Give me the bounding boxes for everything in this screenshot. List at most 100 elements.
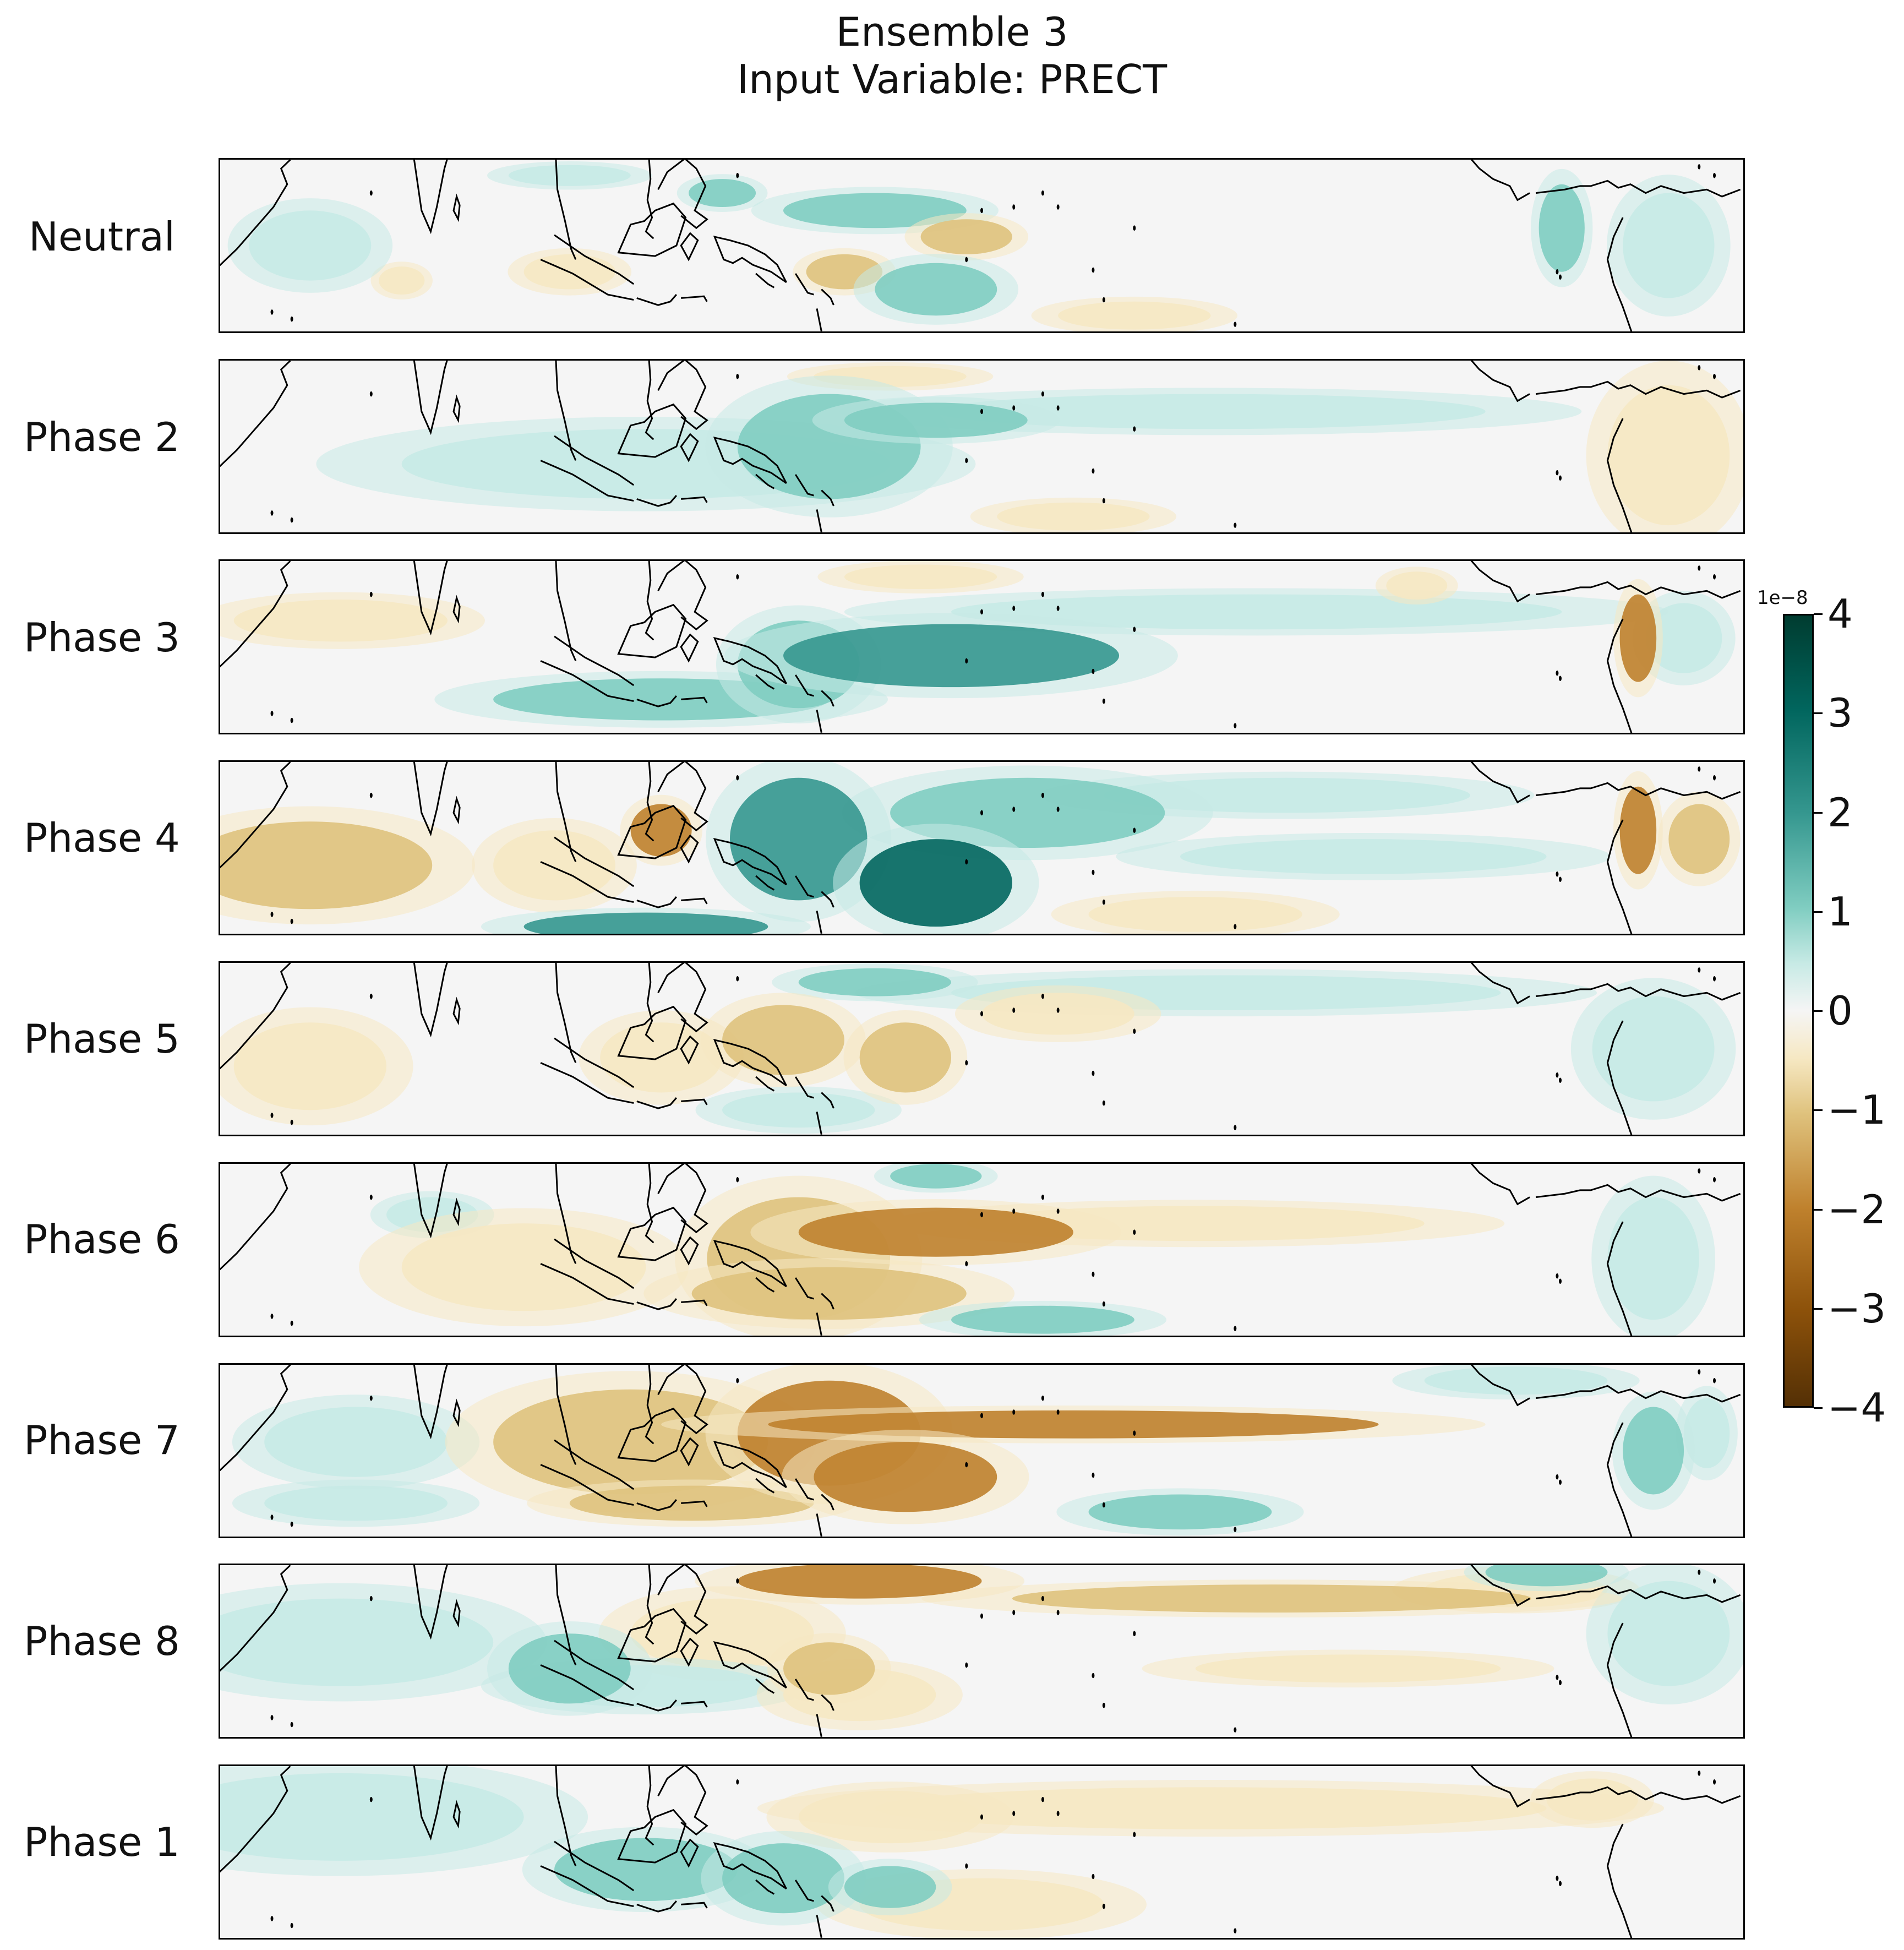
coastline — [554, 1641, 634, 1690]
island — [1056, 807, 1060, 812]
coastline — [681, 233, 698, 260]
coastline — [817, 1513, 821, 1536]
island — [965, 257, 968, 263]
island — [1558, 1479, 1562, 1485]
island — [290, 1320, 293, 1326]
positive-anomaly — [1180, 839, 1547, 874]
island — [1012, 1610, 1016, 1615]
island — [1012, 1007, 1016, 1013]
island — [1041, 391, 1044, 397]
positive-anomaly — [844, 402, 1028, 438]
coastline — [414, 158, 448, 232]
coastline — [414, 1564, 448, 1637]
coastline — [1536, 181, 1741, 197]
coastline — [414, 760, 448, 834]
island — [290, 1521, 293, 1527]
positive-anomaly — [729, 777, 868, 901]
island — [1558, 876, 1562, 883]
island — [1556, 1474, 1559, 1480]
coastline — [681, 1501, 707, 1507]
coastline — [681, 1300, 707, 1306]
island — [965, 1863, 968, 1869]
island — [1713, 1378, 1716, 1383]
coastline — [556, 158, 576, 259]
colorbar-tick-label: −4 — [1827, 1385, 1886, 1431]
coastlines — [219, 158, 1741, 333]
positive-anomaly — [722, 1092, 875, 1128]
coastline — [681, 1840, 698, 1866]
coastline — [795, 1278, 814, 1299]
map-panel-phase-7 — [219, 1363, 1745, 1538]
coastline — [541, 1665, 634, 1705]
coastline — [681, 158, 707, 228]
island — [1133, 1028, 1136, 1034]
coastline — [821, 691, 833, 707]
colorbar-tick-label: 1 — [1827, 888, 1853, 935]
island — [369, 1595, 373, 1602]
island — [1713, 1177, 1716, 1183]
coastline — [454, 1402, 460, 1424]
coastline — [619, 204, 686, 256]
coastline — [541, 661, 634, 701]
coastline — [619, 1007, 686, 1059]
coastlines — [219, 359, 1741, 534]
island — [270, 1715, 274, 1720]
island — [965, 1261, 968, 1267]
coastline — [1470, 1764, 1530, 1806]
coastline — [646, 559, 653, 640]
negative-anomaly — [691, 1267, 967, 1320]
negative-anomaly — [844, 564, 997, 590]
island — [1102, 899, 1105, 905]
island — [1133, 1430, 1136, 1436]
colorbar-tick-label: 4 — [1827, 591, 1853, 637]
positive-anomaly — [219, 1773, 524, 1861]
island — [1713, 1578, 1716, 1584]
island — [1556, 1875, 1559, 1881]
coastline — [1536, 783, 1741, 799]
coastline — [658, 359, 686, 390]
island — [1558, 475, 1562, 481]
island — [1698, 766, 1701, 772]
island — [1234, 322, 1237, 327]
coastline — [219, 1766, 290, 1873]
island — [1556, 670, 1559, 676]
island — [1012, 204, 1016, 210]
coastline — [817, 710, 821, 732]
coastline — [637, 1299, 677, 1309]
anomaly-field — [219, 1764, 1665, 1940]
coastline — [556, 1764, 576, 1866]
island — [1092, 869, 1095, 875]
coastline — [795, 1679, 814, 1700]
island — [1102, 297, 1105, 303]
island — [290, 1722, 293, 1728]
colorbar — [1783, 614, 1814, 1408]
island — [1056, 405, 1060, 411]
island — [1092, 1873, 1095, 1880]
island — [270, 912, 274, 917]
positive-anomaly — [249, 210, 372, 281]
island — [1012, 1811, 1016, 1816]
island — [1102, 1903, 1105, 1909]
island — [270, 510, 274, 516]
island — [1092, 1472, 1095, 1478]
negative-anomaly — [814, 1442, 997, 1512]
coastlines — [219, 1162, 1741, 1337]
row-label-phase-7: Phase 7 — [24, 1417, 180, 1463]
coastline — [821, 892, 833, 908]
island — [369, 792, 373, 798]
negative-anomaly — [630, 804, 692, 857]
coastline — [817, 1312, 821, 1335]
island — [1056, 1007, 1060, 1013]
island — [1012, 807, 1016, 812]
coastline — [1536, 984, 1741, 1000]
positive-anomaly — [1539, 184, 1585, 272]
island — [736, 173, 739, 178]
coastline — [637, 696, 677, 706]
island — [270, 711, 274, 716]
coastline — [556, 961, 576, 1063]
coastline — [681, 1639, 698, 1665]
island — [369, 1796, 373, 1802]
negative-anomaly — [1607, 385, 1730, 526]
coastline — [219, 160, 290, 266]
coastline — [556, 1564, 576, 1665]
